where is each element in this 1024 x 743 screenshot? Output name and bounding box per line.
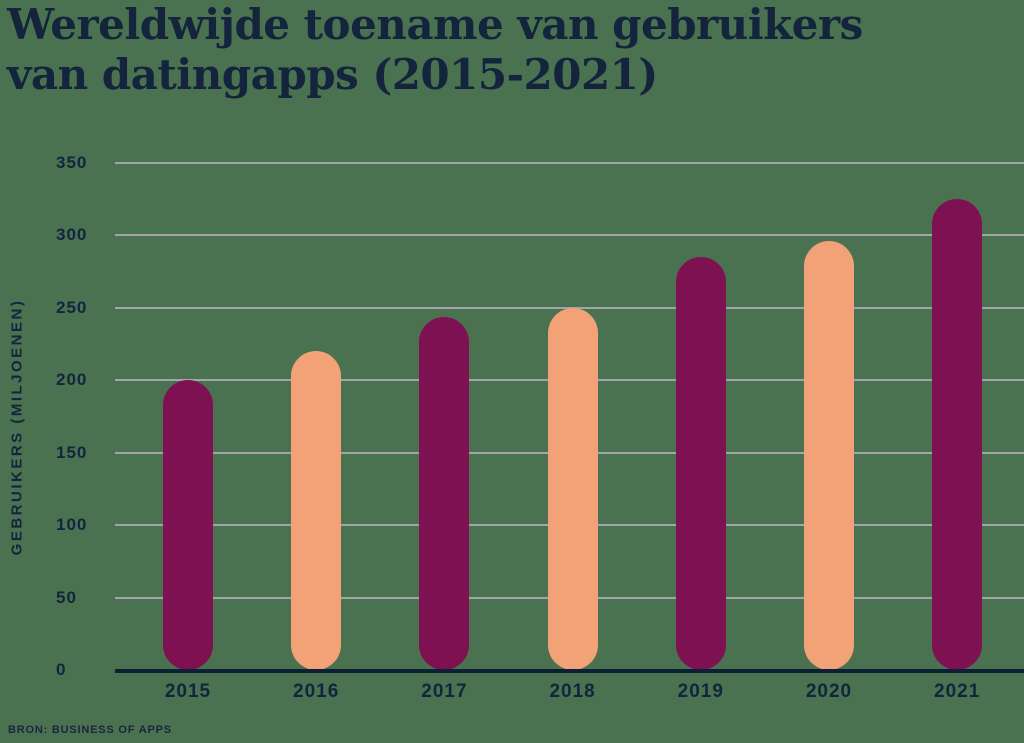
y-tick-label-300: 300	[56, 225, 88, 245]
x-tick-label-2015: 2015	[164, 681, 212, 702]
bar-2020	[804, 241, 854, 670]
chart-title-line1: Wereldwijde toename van gebruikers	[7, 0, 863, 49]
y-tick-label-50: 50	[56, 587, 77, 607]
x-tick-label-2017: 2017	[421, 681, 468, 702]
y-tick-label-350: 350	[56, 153, 88, 172]
x-tick-label-2016: 2016	[293, 681, 340, 702]
bar-2021	[932, 199, 983, 670]
y-tick-label-0: 0	[56, 660, 67, 679]
bar-2018	[547, 307, 598, 670]
bar-2016	[291, 351, 342, 670]
chart-title-line2: van datingapps (2015-2021)	[7, 50, 658, 99]
x-tick-label-2021: 2021	[934, 681, 981, 702]
y-tick-label-100: 100	[56, 515, 88, 535]
y-tick-label-150: 150	[56, 442, 88, 462]
y-tick-label-200: 200	[56, 370, 88, 390]
x-tick-label-2018: 2018	[549, 681, 596, 702]
source-credit: BRON: BUSINESS OF APPS	[8, 724, 172, 736]
x-axis-line	[115, 669, 1024, 673]
y-tick-label-250: 250	[56, 297, 88, 317]
bar-2019	[675, 257, 726, 670]
gridline-350	[115, 162, 1024, 164]
bar-2017	[419, 316, 470, 670]
gridline-300	[115, 234, 1024, 237]
y-axis-label: GEBRUIKERS (MILJOENEN)	[8, 298, 26, 556]
bar-2015	[163, 380, 213, 670]
x-tick-label-2019: 2019	[677, 681, 724, 702]
x-tick-label-2020: 2020	[805, 681, 853, 702]
chart-title: Wereldwijde toename van gebruikers van d…	[7, 0, 863, 100]
